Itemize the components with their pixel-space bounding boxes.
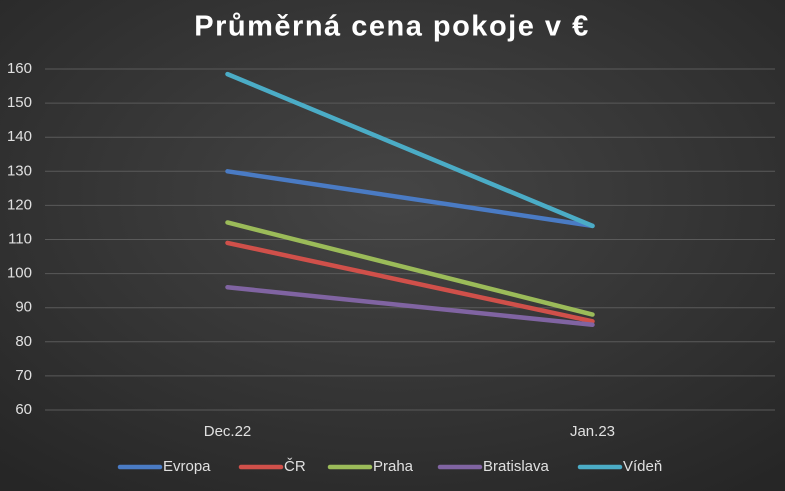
y-tick-label: 110 xyxy=(8,230,32,247)
x-tick-label: Jan.23 xyxy=(570,423,615,440)
series-line xyxy=(225,240,595,324)
legend-label: Praha xyxy=(373,458,414,475)
y-tick-label: 140 xyxy=(7,128,32,145)
y-tick-label: 80 xyxy=(15,333,32,350)
y-tick-label: 120 xyxy=(7,196,32,213)
y-tick-label: 70 xyxy=(15,367,32,384)
y-tick-label: 160 xyxy=(7,60,32,77)
series-line xyxy=(225,284,595,327)
y-tick-label: 60 xyxy=(15,401,32,418)
series-line xyxy=(225,169,595,229)
chart-title: Průměrná cena pokoje v € xyxy=(194,11,589,43)
legend-label: Vídeň xyxy=(623,458,662,475)
x-tick-label: Dec.22 xyxy=(204,423,252,440)
series-line xyxy=(225,71,595,229)
y-tick-label: 100 xyxy=(7,265,32,282)
series-line xyxy=(225,220,595,317)
legend-label: ČR xyxy=(284,458,306,475)
y-tick-label: 90 xyxy=(15,299,32,316)
y-tick-label: 130 xyxy=(7,162,32,179)
legend-label: Bratislava xyxy=(483,458,550,475)
y-tick-label: 150 xyxy=(7,94,32,111)
legend-label: Evropa xyxy=(163,458,211,475)
